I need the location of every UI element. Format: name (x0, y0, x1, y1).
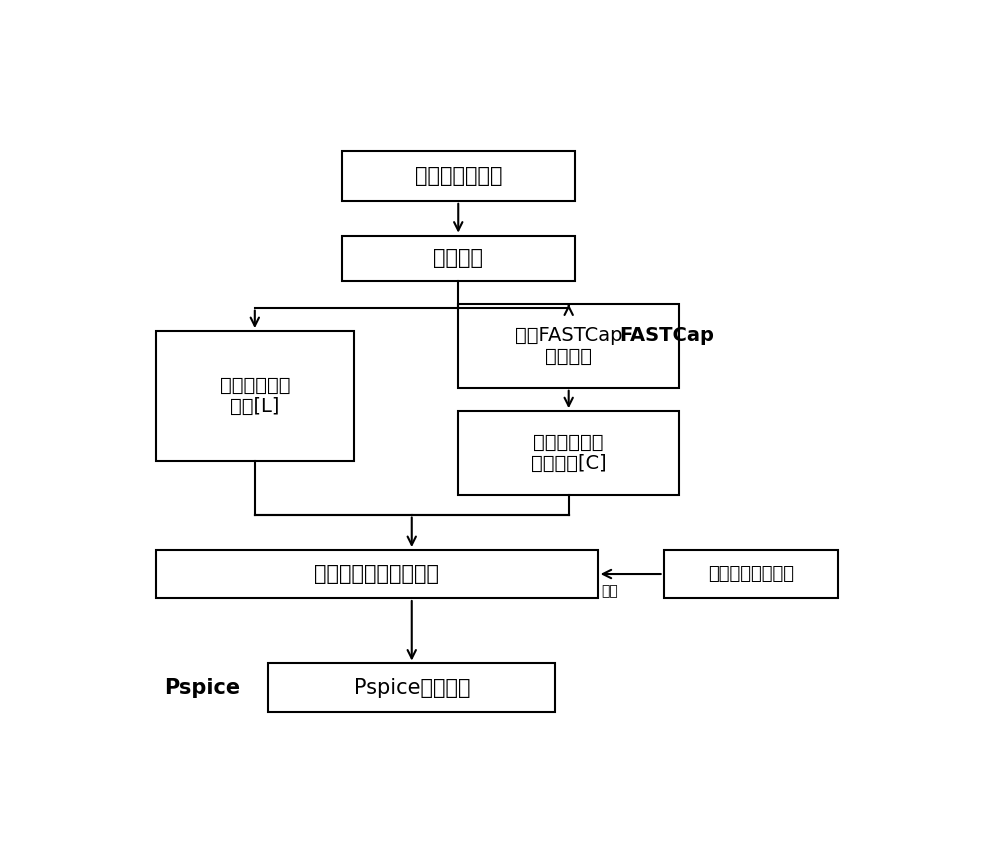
Bar (342, 236, 574, 281)
Text: 模型文件: 模型文件 (545, 347, 592, 366)
Text: 加载: 加载 (602, 583, 618, 597)
Text: 矩阵[L]: 矩阵[L] (230, 397, 280, 416)
Bar (458, 304, 679, 388)
Bar (156, 331, 354, 461)
Bar (156, 550, 598, 598)
Text: 激励、负载、元件: 激励、负载、元件 (708, 565, 794, 583)
Text: 生成等效电路网表文件: 生成等效电路网表文件 (314, 564, 439, 584)
Bar (342, 151, 574, 201)
Text: 内部电路微带线: 内部电路微带线 (415, 166, 502, 186)
Bar (268, 663, 555, 712)
Text: 计算部分电位: 计算部分电位 (533, 433, 604, 452)
Text: FASTCap: FASTCap (619, 326, 714, 345)
Text: Pspice: Pspice (164, 677, 241, 698)
Text: 单元划分: 单元划分 (433, 248, 483, 268)
Text: 计算部分电感: 计算部分电感 (220, 376, 290, 395)
Text: 生成FASTCap: 生成FASTCap (515, 326, 622, 345)
Text: 系数矩阵[C]: 系数矩阵[C] (531, 454, 606, 473)
Text: Pspice软件求解: Pspice软件求解 (354, 677, 470, 698)
Bar (458, 411, 679, 494)
Bar (664, 550, 838, 598)
